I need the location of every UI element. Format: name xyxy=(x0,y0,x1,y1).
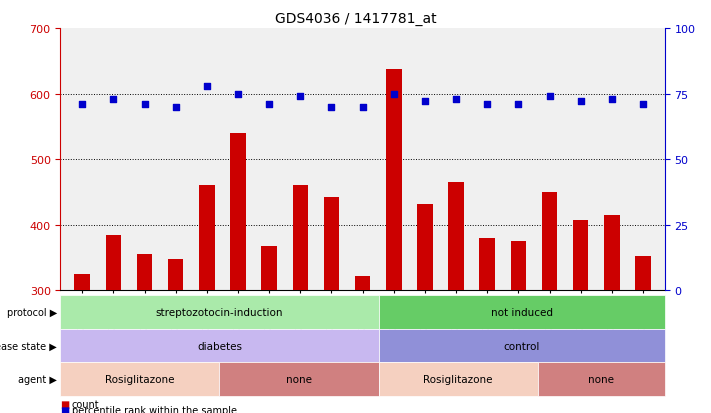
Text: Rosiglitazone: Rosiglitazone xyxy=(105,375,175,385)
Point xyxy=(388,91,400,98)
Point xyxy=(419,99,431,106)
Point xyxy=(170,104,181,111)
Text: GDS4036 / 1417781_at: GDS4036 / 1417781_at xyxy=(274,12,437,26)
Bar xyxy=(324,198,339,291)
Point xyxy=(513,102,524,108)
Bar xyxy=(292,186,308,291)
Point xyxy=(637,102,648,108)
Bar xyxy=(510,242,526,291)
Text: diabetes: diabetes xyxy=(197,341,242,351)
Bar xyxy=(199,186,215,291)
Text: disease state ▶: disease state ▶ xyxy=(0,341,57,351)
Text: none: none xyxy=(286,375,312,385)
Point xyxy=(201,83,213,90)
Text: ■: ■ xyxy=(60,405,70,413)
Text: Rosiglitazone: Rosiglitazone xyxy=(423,375,493,385)
Bar xyxy=(479,238,495,291)
Point xyxy=(232,91,244,98)
Bar xyxy=(75,274,90,291)
Text: ■: ■ xyxy=(60,399,70,409)
Bar xyxy=(230,134,246,291)
Point xyxy=(357,104,368,111)
Point xyxy=(450,96,461,103)
Text: count: count xyxy=(72,399,100,409)
Point xyxy=(139,102,150,108)
Bar xyxy=(168,259,183,291)
Point xyxy=(294,94,306,100)
Point xyxy=(544,94,555,100)
Bar xyxy=(448,183,464,291)
Point xyxy=(77,102,88,108)
Point xyxy=(481,102,493,108)
Bar xyxy=(386,69,402,291)
Text: agent ▶: agent ▶ xyxy=(18,375,57,385)
Bar xyxy=(573,220,589,291)
Point xyxy=(264,102,275,108)
Bar xyxy=(604,216,619,291)
Bar xyxy=(355,276,370,291)
Point xyxy=(606,96,618,103)
Text: protocol ▶: protocol ▶ xyxy=(6,307,57,317)
Point xyxy=(326,104,337,111)
Bar xyxy=(542,192,557,291)
Point xyxy=(107,96,119,103)
Bar xyxy=(106,235,121,291)
Text: not induced: not induced xyxy=(491,307,552,317)
Text: streptozotocin-induction: streptozotocin-induction xyxy=(156,307,283,317)
Bar xyxy=(635,257,651,291)
Bar xyxy=(417,204,433,291)
Bar xyxy=(262,246,277,291)
Text: percentile rank within the sample: percentile rank within the sample xyxy=(72,405,237,413)
Text: control: control xyxy=(503,341,540,351)
Bar xyxy=(137,255,152,291)
Text: none: none xyxy=(588,375,614,385)
Point xyxy=(575,99,587,106)
